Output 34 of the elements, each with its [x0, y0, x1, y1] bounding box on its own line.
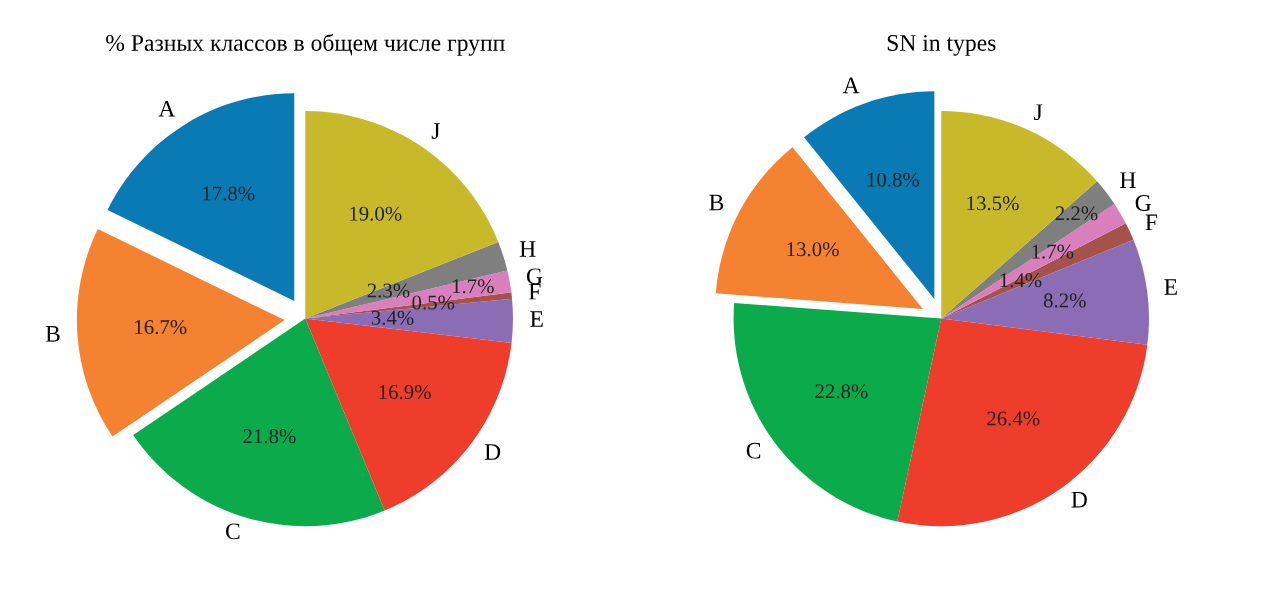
data-label: 21.8%	[243, 429, 296, 444]
data-label: 19.0%	[350, 206, 402, 221]
data-label: 3.4%	[371, 310, 414, 325]
slice-label: H	[1120, 172, 1136, 188]
slice-label: E	[530, 311, 543, 327]
data-label: 26.4%	[987, 411, 1040, 426]
slice-label: C	[746, 442, 761, 459]
data-label: 13.5%	[967, 196, 1019, 211]
slice-label: B	[45, 326, 60, 342]
data-label: 16.9%	[379, 384, 431, 400]
slice-label: H	[519, 241, 536, 257]
slice-label: J	[1034, 104, 1043, 121]
chart-title: % Разных классов в общем числе групп	[106, 33, 505, 56]
chart-title: SN in types	[887, 35, 996, 56]
slice-label: G	[526, 268, 543, 285]
data-label: 8.2%	[1043, 293, 1086, 308]
slice-label: F	[528, 283, 541, 300]
slice-label: A	[158, 100, 176, 117]
slice-label: F	[1145, 214, 1158, 231]
slice-label: B	[709, 194, 724, 211]
data-label: 13.0%	[787, 242, 839, 257]
data-label: 10.8%	[867, 172, 920, 187]
data-label: 1.7%	[1032, 244, 1074, 259]
data-label: 17.8%	[203, 186, 255, 201]
data-label: 22.8%	[815, 384, 868, 399]
slice-label: D	[484, 444, 501, 460]
slice-label: A	[842, 77, 860, 94]
slice-label: C	[225, 523, 240, 540]
slice-label: J	[431, 123, 440, 139]
data-label: 16.7%	[135, 320, 187, 335]
slice-label: E	[1164, 279, 1177, 295]
data-label: 1.7%	[452, 279, 494, 294]
slice-label: D	[1071, 491, 1087, 508]
slice-label: G	[1135, 195, 1152, 211]
